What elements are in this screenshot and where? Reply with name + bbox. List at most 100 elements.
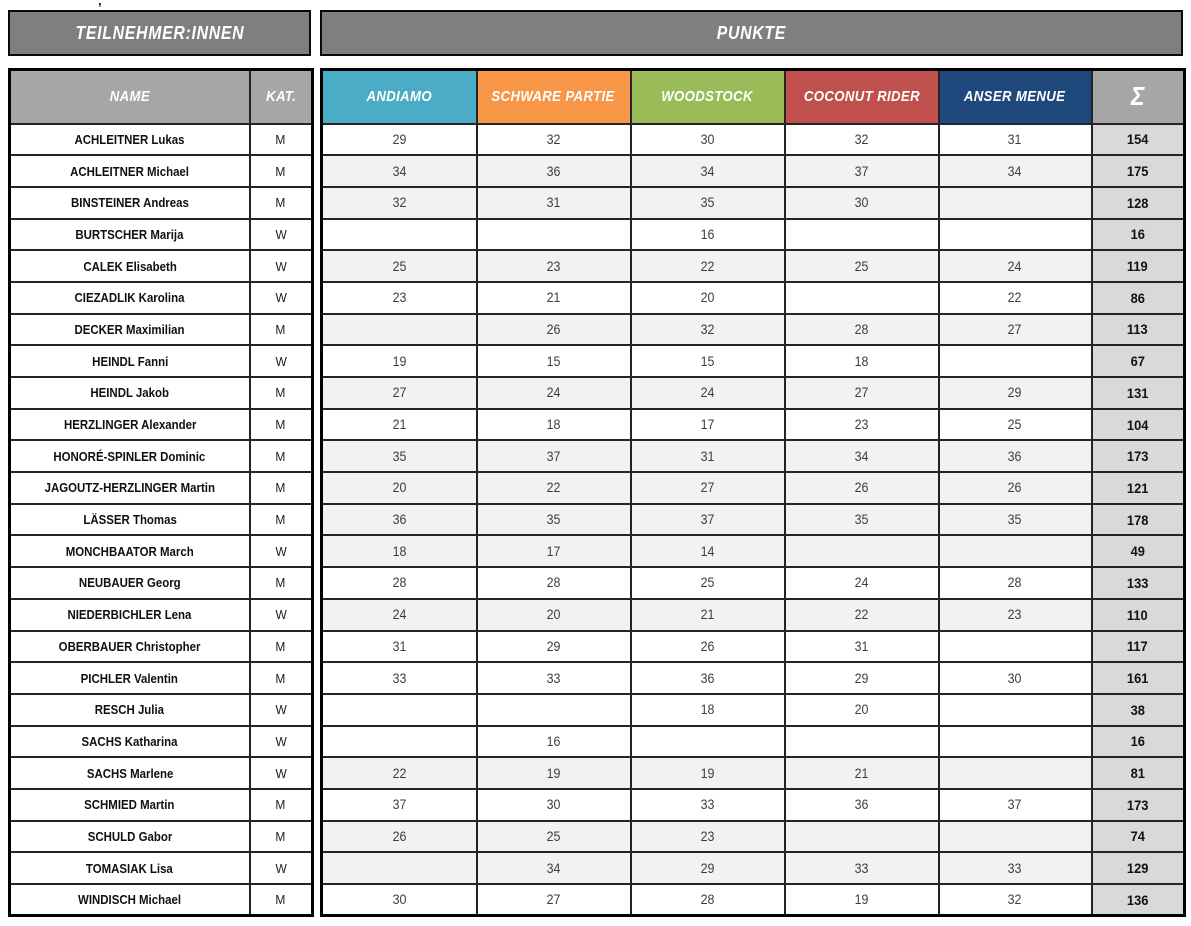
score-cell-woodstock: 29 <box>629 851 786 885</box>
participant-kat-cell: M <box>248 185 314 220</box>
participant-kat-cell: W <box>248 851 314 885</box>
score-value: 37 <box>392 797 407 813</box>
score-value: 37 <box>546 448 561 464</box>
participant-row: RESCH Julia W <box>8 692 314 727</box>
score-cell-coconut-rider: 35 <box>783 502 940 537</box>
participant-name: MONCHBAATOR March <box>65 543 194 559</box>
participant-name-cell: WINDISCH Michael <box>8 883 251 917</box>
participant-kat-cell: W <box>248 756 314 790</box>
total-cell: 86 <box>1090 280 1186 315</box>
score-cell-woodstock: 35 <box>629 185 786 220</box>
participant-name: OBERBAUER Christopher <box>58 638 201 654</box>
total-value: 161 <box>1126 670 1149 687</box>
score-cell-coconut-rider <box>783 819 940 854</box>
score-cell-anser-menue: 26 <box>937 471 1093 505</box>
total-cell: 136 <box>1090 883 1186 917</box>
score-value: 19 <box>546 765 561 781</box>
score-cell-coconut-rider: 22 <box>783 597 940 632</box>
score-cell-woodstock: 28 <box>629 883 786 917</box>
total-cell: 121 <box>1090 471 1186 505</box>
participant-kat: M <box>275 828 286 844</box>
score-value: 25 <box>700 575 715 591</box>
score-cell-woodstock: 22 <box>629 249 786 283</box>
score-value: 26 <box>700 638 715 654</box>
score-value: 18 <box>546 417 561 433</box>
score-value: 26 <box>1008 480 1022 496</box>
score-value: 30 <box>392 892 407 908</box>
score-cell-woodstock: 16 <box>629 217 786 252</box>
participant-kat-cell: W <box>248 597 314 632</box>
participant-kat: W <box>275 226 287 242</box>
score-cell-schware-partie: 21 <box>475 280 632 315</box>
participant-name-cell: PICHLER Valentin <box>8 661 251 695</box>
participant-name-cell: HERZLINGER Alexander <box>8 407 251 442</box>
score-value: 35 <box>700 195 715 211</box>
participant-kat-cell: M <box>248 312 314 347</box>
participant-name-cell: SCHULD Gabor <box>8 819 251 854</box>
score-cell-andiamo: 20 <box>320 471 478 505</box>
score-value: 35 <box>392 448 407 464</box>
score-cell-andiamo: 29 <box>320 122 478 157</box>
score-cell-coconut-rider: 25 <box>783 249 940 283</box>
score-value: 33 <box>1008 860 1022 876</box>
total-cell: 110 <box>1090 597 1186 632</box>
participant-name-cell: NIEDERBICHLER Lena <box>8 597 251 632</box>
participant-name-cell: TOMASIAK Lisa <box>8 851 251 885</box>
total-cell: 161 <box>1090 661 1186 695</box>
score-cell-schware-partie: 36 <box>475 154 632 188</box>
participant-name: ACHLEITNER Michael <box>70 163 190 179</box>
score-cell-coconut-rider <box>783 217 940 252</box>
participant-row: ACHLEITNER Lukas M <box>8 122 314 157</box>
participant-name-cell: JAGOUTZ-HERZLINGER Martin <box>8 471 251 505</box>
score-value: 21 <box>700 607 715 623</box>
score-cell-schware-partie: 20 <box>475 597 632 632</box>
participant-name: SACHS Marlene <box>86 765 173 781</box>
score-cell-coconut-rider <box>783 724 940 759</box>
points-row: 23 21 20 22 86 <box>320 280 1186 315</box>
points-row: 18 20 38 <box>320 692 1186 727</box>
points-row: 26 32 28 27 113 <box>320 312 1186 347</box>
participant-name: TOMASIAK Lisa <box>86 860 174 876</box>
total-cell: 81 <box>1090 756 1186 790</box>
participant-kat: M <box>275 417 286 433</box>
score-value: 30 <box>546 797 561 813</box>
participant-name-cell: DECKER Maximilian <box>8 312 251 347</box>
score-cell-anser-menue: 23 <box>937 597 1093 632</box>
participant-kat: W <box>275 353 287 369</box>
participant-row: HEINDL Fanni W <box>8 344 314 378</box>
score-cell-schware-partie: 32 <box>475 122 632 157</box>
score-cell-woodstock: 33 <box>629 787 786 822</box>
score-cell-andiamo: 27 <box>320 376 478 410</box>
participant-name-cell: CALEK Elisabeth <box>8 249 251 283</box>
score-cell-woodstock: 30 <box>629 122 786 157</box>
participant-row: WINDISCH Michael M <box>8 883 314 917</box>
score-cell-anser-menue: 32 <box>937 883 1093 917</box>
score-cell-anser-menue <box>937 185 1093 220</box>
participant-row: LÄSSER Thomas M <box>8 502 314 537</box>
score-cell-schware-partie: 24 <box>475 376 632 410</box>
score-value: 30 <box>854 195 869 211</box>
participant-name: JAGOUTZ-HERZLINGER Martin <box>44 480 215 496</box>
participant-kat: W <box>275 290 287 306</box>
score-value: 35 <box>1008 512 1022 528</box>
score-cell-anser-menue <box>937 629 1093 664</box>
score-value: 33 <box>546 670 561 686</box>
score-cell-anser-menue: 31 <box>937 122 1093 157</box>
points-row: 36 35 37 35 35 178 <box>320 502 1186 537</box>
score-cell-andiamo <box>320 851 478 885</box>
score-value: 29 <box>854 670 869 686</box>
score-cell-andiamo: 28 <box>320 566 478 600</box>
score-value: 20 <box>700 290 715 306</box>
score-cell-woodstock: 27 <box>629 471 786 505</box>
participant-row: SACHS Marlene W <box>8 756 314 790</box>
points-row: 31 29 26 31 117 <box>320 629 1186 664</box>
score-value: 30 <box>700 131 715 147</box>
score-value: 15 <box>700 353 715 369</box>
participant-name-cell: LÄSSER Thomas <box>8 502 251 537</box>
score-value: 31 <box>854 638 869 654</box>
score-value: 27 <box>546 892 561 908</box>
score-cell-schware-partie <box>475 217 632 252</box>
event-header-woodstock: WOODSTOCK <box>629 68 786 125</box>
participant-name: HONORÉ-SPINLER Dominic <box>53 448 206 464</box>
participant-kat: M <box>275 321 286 337</box>
